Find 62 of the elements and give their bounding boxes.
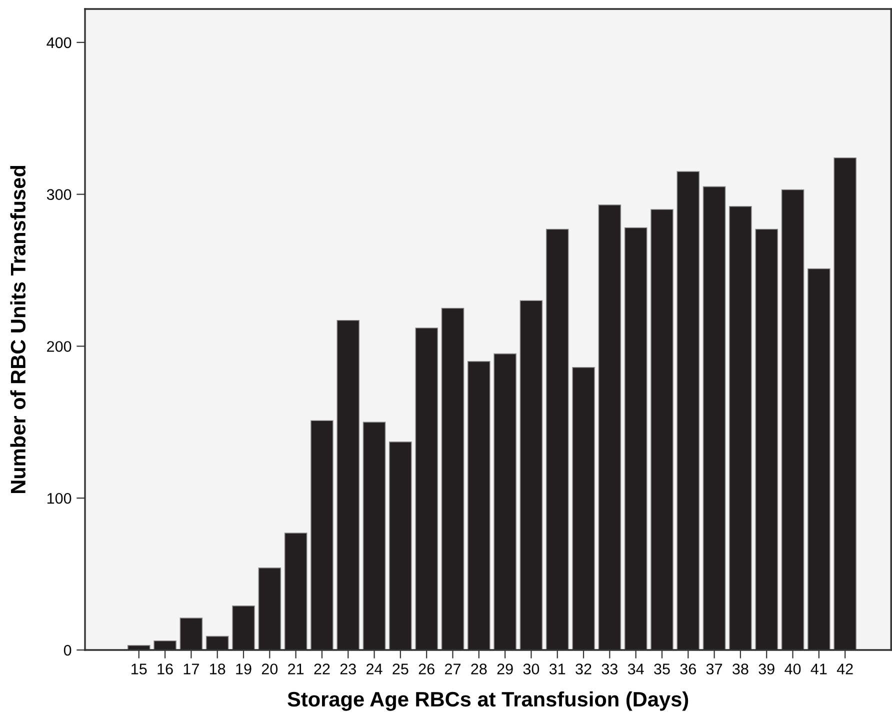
x-tick-label: 18 xyxy=(210,664,226,674)
x-tick-label: 29 xyxy=(497,664,513,674)
x-tick-label: 28 xyxy=(471,664,487,674)
x-tick-label: 38 xyxy=(732,664,748,674)
x-tick-label: 40 xyxy=(784,664,801,674)
x-tick-label: 23 xyxy=(340,664,356,674)
y-tick-label: 0 xyxy=(64,644,72,656)
x-axis-title: Storage Age RBCs at Transfusion (Days) xyxy=(288,691,688,711)
x-tick-label: 15 xyxy=(132,664,147,674)
bar xyxy=(808,268,830,650)
x-tick-label: 36 xyxy=(680,664,696,674)
bar xyxy=(755,228,778,650)
x-tick-label: 34 xyxy=(628,664,644,674)
x-tick-label: 35 xyxy=(654,664,670,674)
x-tick-label: 39 xyxy=(758,664,774,674)
x-tick-label: 20 xyxy=(262,664,278,674)
x-tick-label: 32 xyxy=(576,664,592,674)
bar xyxy=(650,209,674,650)
y-tick-label: 100 xyxy=(47,492,72,504)
bar xyxy=(310,420,334,650)
x-tick-label: 41 xyxy=(810,664,827,674)
bar xyxy=(441,308,464,650)
bar xyxy=(415,328,438,650)
bar xyxy=(494,353,516,650)
bar xyxy=(362,422,386,650)
x-tick-label: 19 xyxy=(236,664,252,674)
x-tick-label: 22 xyxy=(314,664,330,674)
y-tick-label: 300 xyxy=(46,189,72,200)
x-tick-label: 30 xyxy=(523,664,540,674)
bar xyxy=(702,186,726,650)
bar xyxy=(232,606,255,650)
x-tick-label: 37 xyxy=(706,664,722,674)
x-tick-label: 31 xyxy=(549,664,566,674)
bar xyxy=(546,228,569,650)
x-tick-label: 16 xyxy=(158,664,173,674)
bar xyxy=(154,640,176,650)
y-tick-label: 400 xyxy=(46,37,72,48)
bar xyxy=(572,367,595,650)
bar xyxy=(729,206,752,650)
x-tick-label: 33 xyxy=(602,664,618,674)
bar xyxy=(520,300,543,650)
bar xyxy=(676,171,700,650)
bar xyxy=(389,441,412,650)
bar xyxy=(206,636,229,650)
y-tick-label: 200 xyxy=(47,341,72,352)
x-tick-label: 42 xyxy=(836,664,853,674)
bar xyxy=(598,204,622,650)
bar xyxy=(180,618,203,650)
x-tick-label: 27 xyxy=(445,664,460,674)
bar xyxy=(258,568,282,650)
y-axis-title: Number of RBC Units Transfused xyxy=(10,166,26,494)
bar xyxy=(284,532,308,650)
bar xyxy=(336,320,360,650)
x-tick-label: 26 xyxy=(418,664,434,674)
x-tick-label: 21 xyxy=(288,664,304,674)
x-tick-label: 17 xyxy=(184,664,199,674)
bar xyxy=(467,360,490,650)
bar xyxy=(624,227,648,650)
bar xyxy=(781,189,804,650)
x-tick-label: 24 xyxy=(366,664,382,674)
x-tick-label: 25 xyxy=(392,664,408,674)
bar xyxy=(834,157,856,650)
